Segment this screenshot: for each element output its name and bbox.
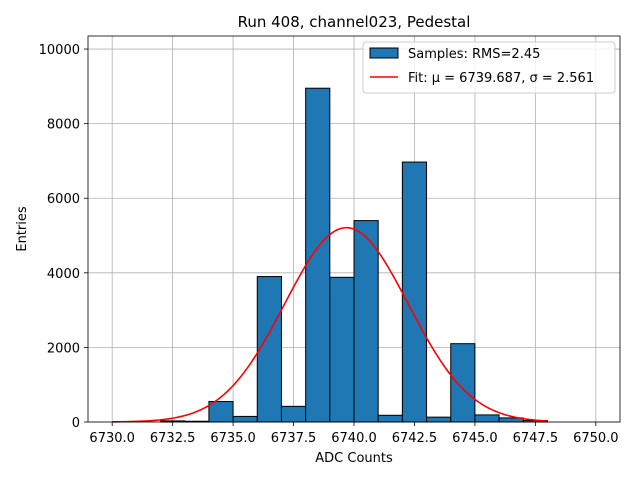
histogram-bar-13 (474, 414, 500, 423)
x-tick-label-3: 6737.5 (271, 431, 317, 446)
x-tick-label-8: 6750.0 (573, 431, 619, 446)
x-axis-label: ADC Counts (315, 451, 393, 466)
y-tick-label-1: 2000 (47, 341, 80, 356)
y-tick-label-3: 6000 (47, 192, 80, 207)
x-tick-label-1: 6732.5 (150, 431, 196, 446)
legend: Samples: RMS=2.45 Fit: μ = 6739.687, σ =… (362, 41, 616, 94)
x-tick-label-0: 6730.0 (89, 431, 135, 446)
legend-box (362, 41, 616, 94)
histogram-bar-11 (426, 416, 452, 423)
y-tick-label-5: 10000 (39, 43, 80, 58)
y-tick-label-2: 4000 (47, 267, 80, 282)
x-tick-label-6: 6745.0 (452, 431, 498, 446)
histogram-bar-12 (450, 343, 476, 423)
x-tick-label-4: 6740.0 (331, 431, 377, 446)
fit-curve (112, 226, 548, 423)
histogram-bar-4 (256, 276, 282, 423)
y-tick-label-4: 8000 (47, 118, 80, 133)
legend-fit-label: Fit: μ = 6739.687, σ = 2.561 (408, 71, 594, 86)
histogram-bar-5 (280, 405, 307, 423)
histogram-bar-7 (329, 276, 355, 423)
legend-histogram-label: Samples: RMS=2.45 (408, 47, 540, 62)
x-tick-label-2: 6735.0 (210, 431, 256, 446)
histogram-bar-3 (232, 415, 258, 423)
histogram-bar-2 (208, 400, 234, 423)
legend-histogram-swatch (369, 47, 399, 59)
x-axis-ticks: 6730.0 6732.5 6735.0 6737.5 6740.0 6742.5 6745… (89, 422, 619, 446)
histogram-bar-8 (353, 220, 379, 423)
histogram-bars (160, 87, 548, 423)
y-axis-ticks: 0 2000 4000 6000 8000 10000 (39, 43, 88, 431)
histogram-bar-6 (305, 87, 331, 423)
chart-title: Run 408, channel023, Pedestal (238, 13, 471, 31)
y-tick-label-0: 0 (72, 416, 80, 431)
x-tick-label-7: 6747.5 (513, 431, 559, 446)
x-tick-label-5: 6742.5 (392, 431, 438, 446)
y-axis-label: Entries (15, 206, 30, 252)
histogram-bar-9 (377, 414, 403, 423)
histogram-bar-10 (401, 161, 428, 423)
